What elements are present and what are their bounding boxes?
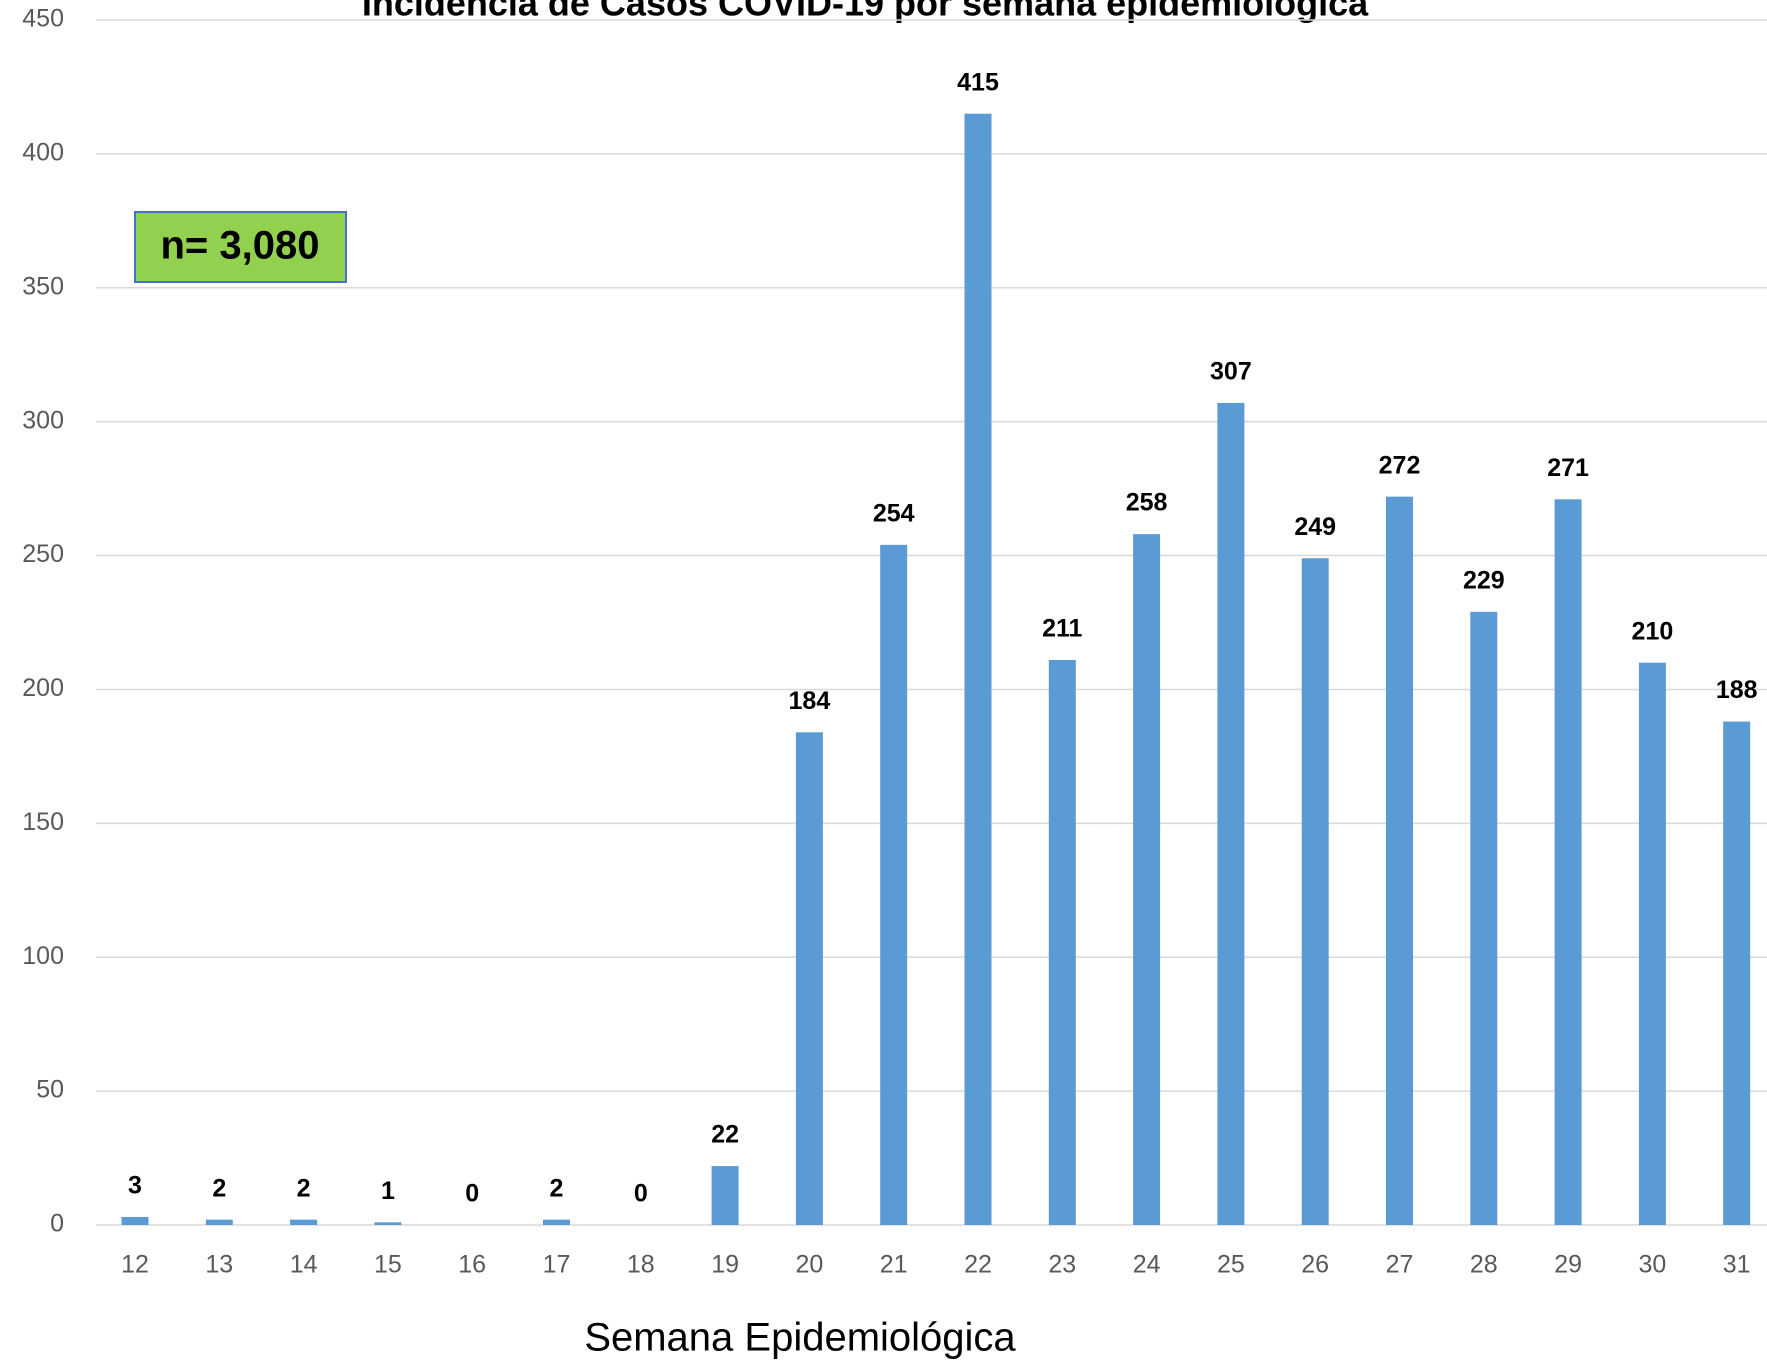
bar	[711, 1166, 739, 1225]
x-axis-label: Semana Epidemiológica	[584, 1316, 1016, 1360]
bar	[290, 1219, 318, 1225]
bar	[1470, 611, 1498, 1225]
y-tick-label: 100	[22, 942, 64, 970]
data-label: 2	[550, 1174, 564, 1202]
y-tick-label: 400	[22, 138, 64, 166]
y-tick-label: 350	[22, 272, 64, 300]
x-tick-label: 25	[1217, 1251, 1245, 1279]
data-label: 2	[212, 1174, 226, 1202]
annotation-box	[134, 211, 347, 283]
annotation: n= 3,080	[160, 224, 319, 268]
bar	[964, 113, 992, 1226]
data-label: 271	[1547, 454, 1589, 482]
bar	[121, 1216, 149, 1225]
data-label: 3	[128, 1172, 142, 1200]
data-label: 415	[957, 68, 999, 96]
data-label: 254	[873, 499, 915, 527]
data-label: 0	[634, 1180, 648, 1208]
x-tick-label: 20	[795, 1251, 823, 1279]
x-tick-label: 12	[121, 1251, 149, 1279]
data-label: 188	[1716, 676, 1758, 704]
bar	[374, 1222, 402, 1225]
x-tick-label: 27	[1386, 1251, 1414, 1279]
y-tick-label: 300	[22, 406, 64, 434]
bar	[1554, 499, 1582, 1225]
x-tick-label: 16	[458, 1251, 486, 1279]
x-tick-label: 18	[627, 1251, 655, 1279]
data-label: 2	[297, 1174, 311, 1202]
x-tick-label: 30	[1638, 1251, 1666, 1279]
x-tick-label: 23	[1048, 1251, 1076, 1279]
data-label: 0	[465, 1180, 479, 1208]
y-tick-label: 450	[22, 5, 64, 33]
x-tick-label: 17	[543, 1251, 571, 1279]
data-label: 184	[789, 687, 831, 715]
x-tick-label: 15	[374, 1251, 402, 1279]
y-tick-label: 150	[22, 808, 64, 836]
data-label: 1	[381, 1177, 395, 1205]
bar	[1133, 534, 1161, 1225]
bar	[795, 732, 823, 1225]
bar	[543, 1219, 570, 1225]
y-tick-label: 0	[50, 1210, 64, 1238]
x-tick-label: 26	[1301, 1251, 1329, 1279]
data-label: 258	[1126, 489, 1168, 517]
x-tick-label: 22	[964, 1251, 992, 1279]
data-label: 211	[1042, 615, 1082, 643]
data-label: 307	[1210, 358, 1252, 386]
bar	[205, 1219, 233, 1225]
y-tick-label: 200	[22, 674, 64, 702]
data-label: 229	[1463, 566, 1505, 594]
bar	[1723, 721, 1751, 1225]
bar	[1638, 662, 1666, 1225]
y-tick-label: 50	[36, 1076, 64, 1104]
x-tick-label: 21	[880, 1251, 908, 1279]
x-tick-label: 19	[711, 1251, 739, 1279]
data-label: 22	[711, 1121, 739, 1149]
data-label: 249	[1294, 513, 1336, 541]
data-label: 210	[1632, 617, 1674, 645]
bar	[1386, 496, 1413, 1226]
y-tick-label: 250	[22, 540, 64, 568]
bar	[1217, 402, 1245, 1225]
x-tick-label: 13	[205, 1251, 233, 1279]
bar	[1048, 659, 1076, 1225]
x-tick-label: 29	[1554, 1251, 1582, 1279]
data-label: 272	[1379, 451, 1421, 479]
x-tick-label: 24	[1133, 1251, 1161, 1279]
bar	[880, 544, 908, 1225]
x-tick-label: 14	[290, 1251, 318, 1279]
x-tick-label: 31	[1723, 1251, 1751, 1279]
bar	[1301, 558, 1329, 1225]
x-tick-label: 28	[1470, 1251, 1498, 1279]
chart-title: Incidencia de Casos COVID-19 por semana …	[362, 0, 1369, 24]
